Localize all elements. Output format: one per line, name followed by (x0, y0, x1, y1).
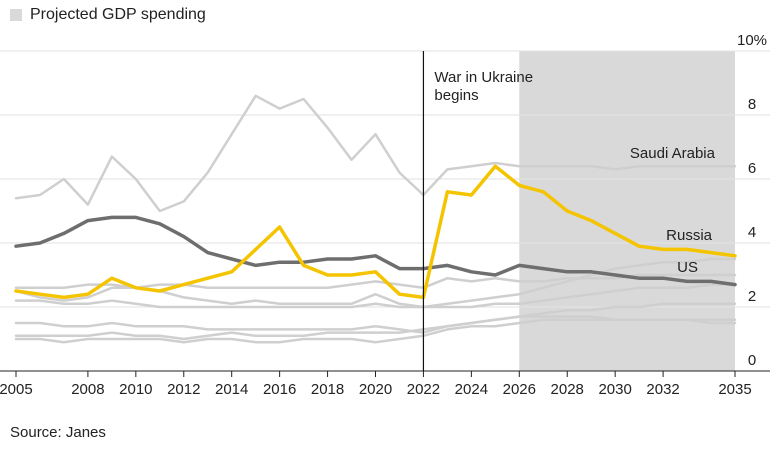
x-tick-label-2010: 2010 (119, 381, 152, 398)
x-tick-label-2022: 2022 (407, 381, 440, 398)
x-tick-label-2024: 2024 (455, 381, 488, 398)
x-tick-label-2005: 2005 (0, 381, 33, 398)
y-tick-label-10: 10% (737, 32, 767, 49)
x-tick-label-2012: 2012 (167, 381, 200, 398)
x-tick-label-2028: 2028 (551, 381, 584, 398)
gdp-spending-chart: 0 2 4 6 8 10% 2005 2008 2010 2012 2014 2016 2018 2020… (0, 32, 770, 398)
series-line-other-6 (14, 318, 737, 344)
x-tick-label-2008: 2008 (71, 381, 104, 398)
y-tick-label-0: 0 (748, 352, 756, 369)
x-tick-label-2014: 2014 (215, 381, 248, 398)
x-tick-label-2032: 2032 (646, 381, 679, 398)
y-tick-label-2: 2 (748, 288, 756, 305)
legend-swatch-projection (10, 9, 22, 21)
event-label-line-0: War in Ukraine (434, 69, 533, 86)
y-tick-label-4: 4 (748, 224, 756, 241)
y-tick-label-8: 8 (748, 96, 756, 113)
y-tick-label-6: 6 (748, 160, 756, 177)
series-line-other-4 (14, 302, 737, 334)
series-label-saudi-arabia: Saudi Arabia (630, 145, 716, 162)
legend-label: Projected GDP spending (30, 6, 206, 23)
source-note: Source: Janes (10, 424, 106, 441)
series-line-other-3 (14, 283, 737, 309)
legend: Projected GDP spending (10, 6, 206, 24)
series-line-russia (14, 164, 737, 300)
x-tick-label-2016: 2016 (263, 381, 296, 398)
x-tick-label-2035: 2035 (718, 381, 751, 398)
x-tick-label-2026: 2026 (503, 381, 536, 398)
x-tick-label-2018: 2018 (311, 381, 344, 398)
x-tick-label-2030: 2030 (598, 381, 631, 398)
series-line-us (14, 215, 737, 287)
event-label-line-1: begins (434, 87, 478, 104)
series-line-saudi-arabia (14, 94, 737, 213)
series-label-russia: Russia (666, 227, 713, 244)
x-tick-label-2020: 2020 (359, 381, 392, 398)
series-label-us: US (677, 259, 698, 276)
